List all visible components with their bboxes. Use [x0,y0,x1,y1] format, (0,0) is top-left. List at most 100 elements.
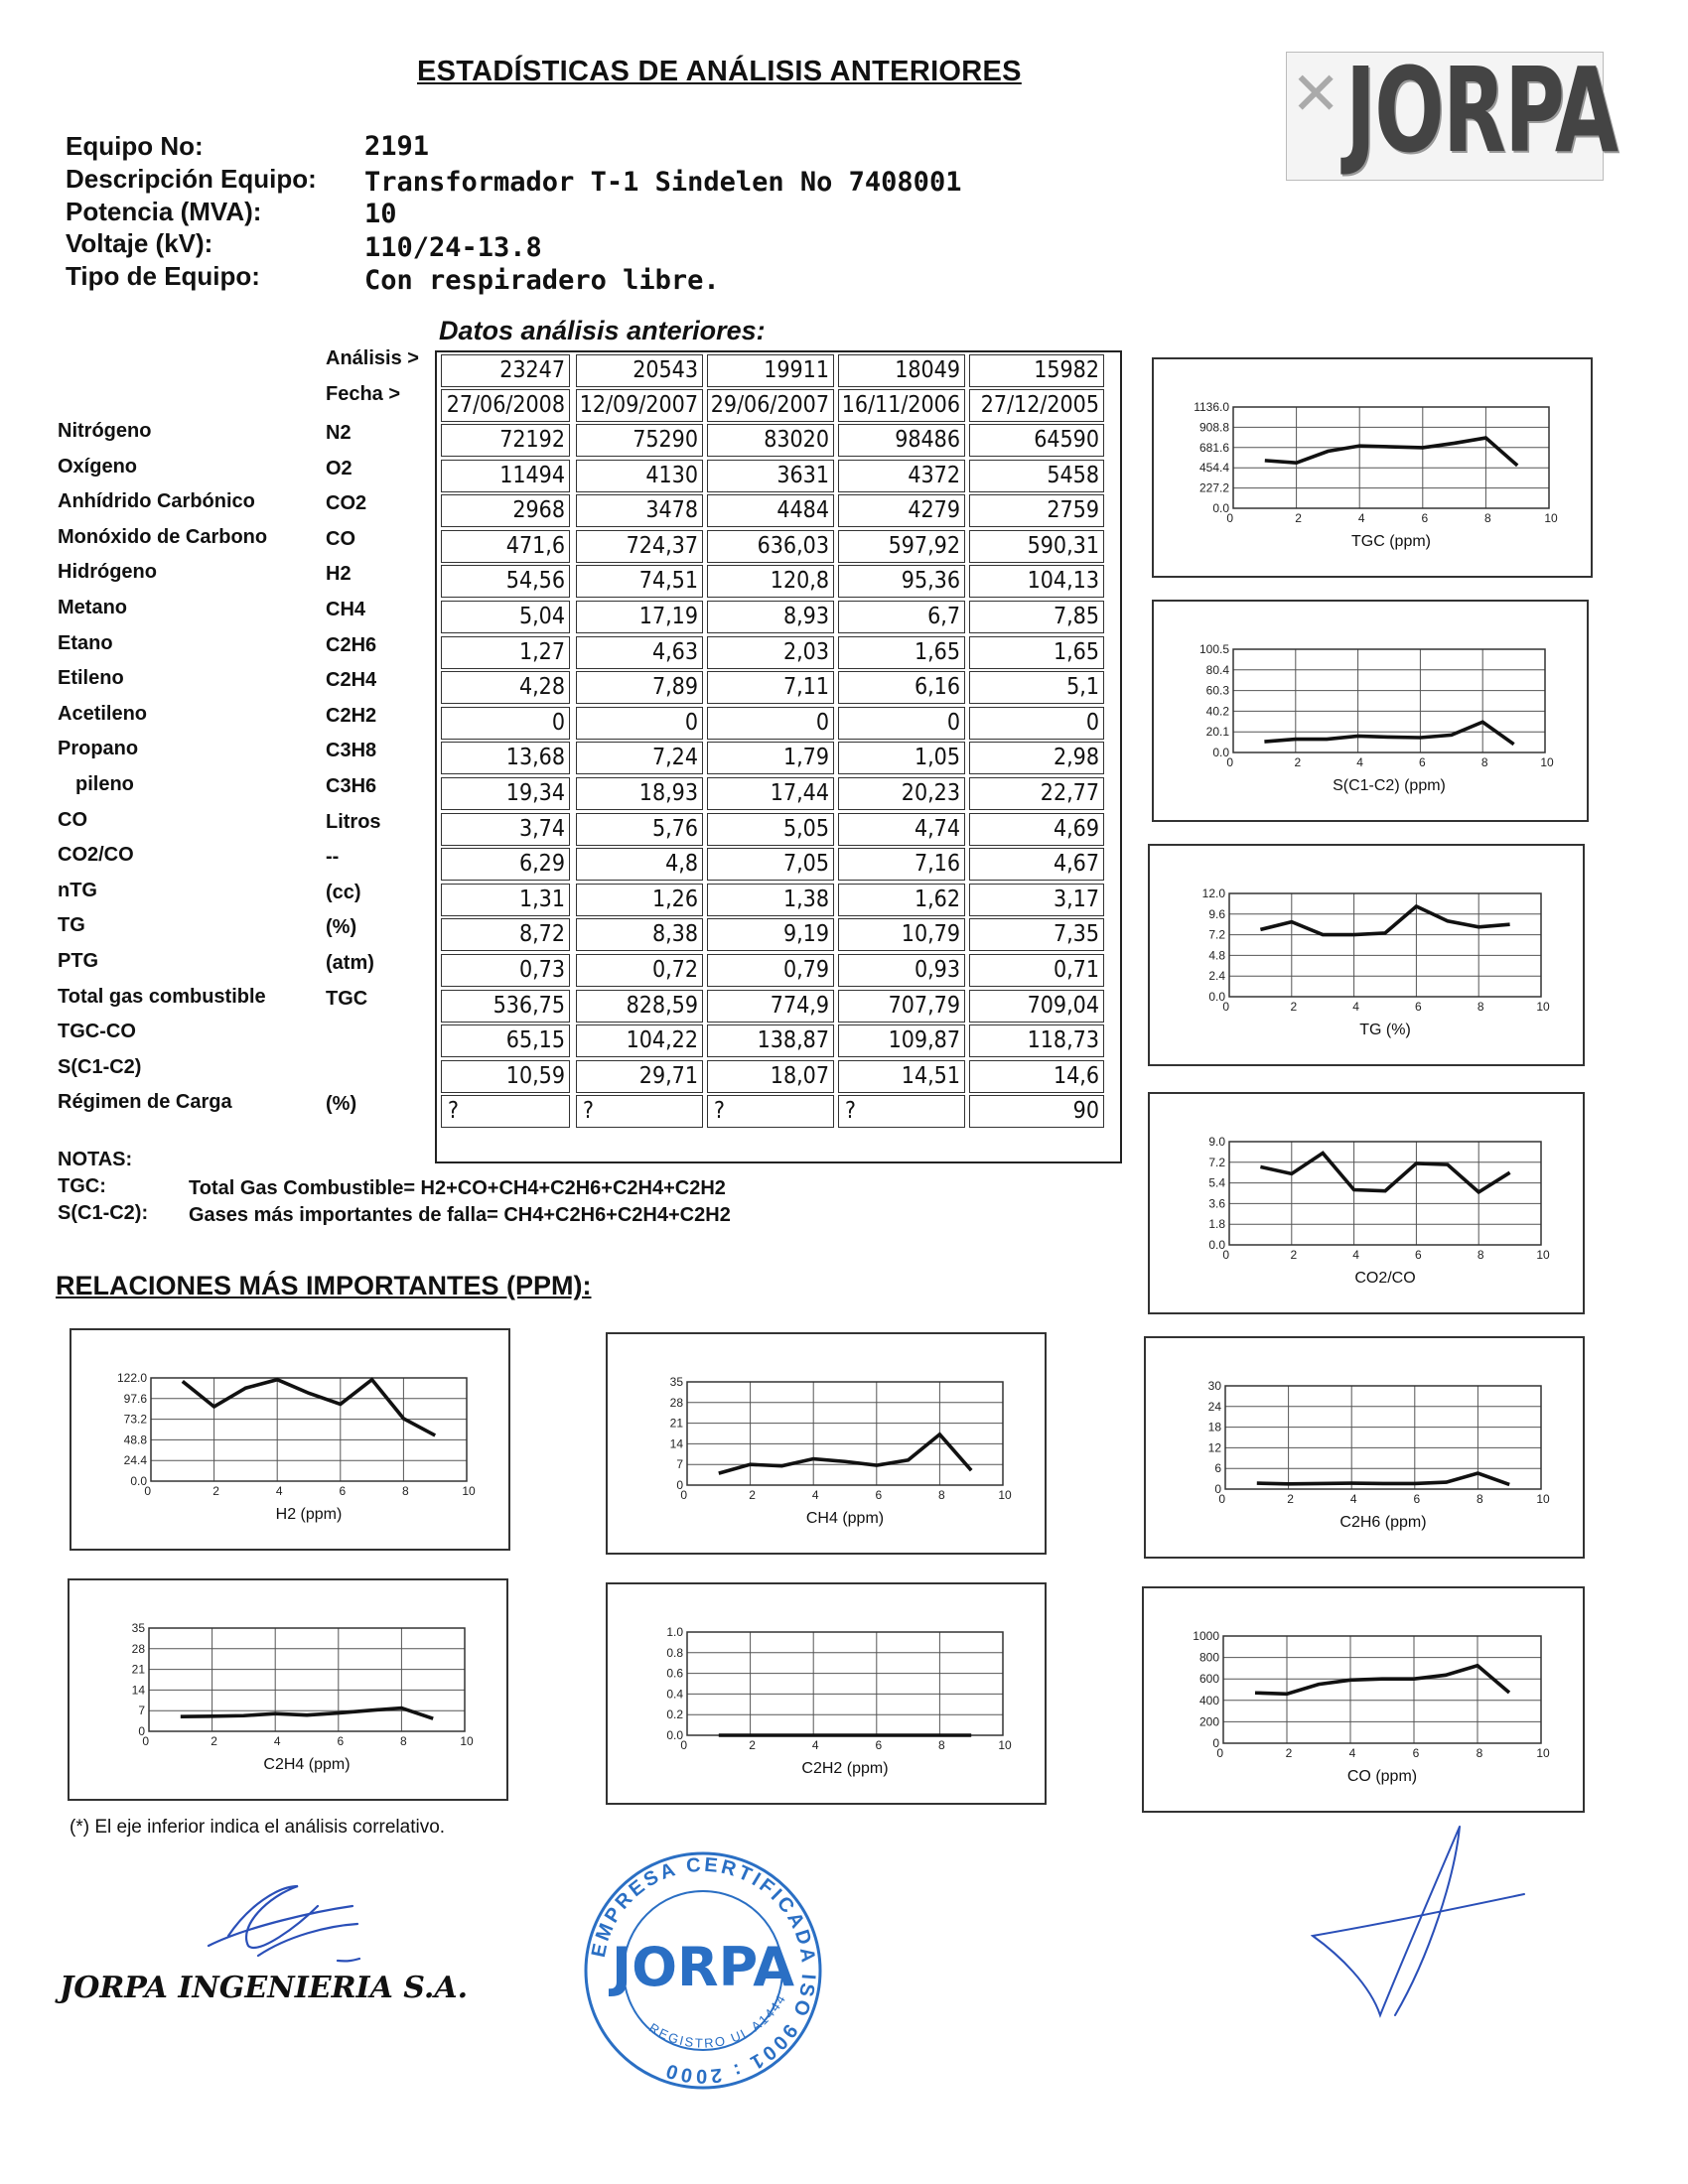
table-cell: 18,93 [576,777,703,810]
y-tick-label: 9.0 [1208,1135,1225,1149]
table-cell: 75290 [576,424,703,457]
x-axis-label: S(C1-C2) (ppm) [1333,777,1446,794]
table-cell: 1,62 [838,883,965,916]
table-cell: 95,36 [838,565,965,599]
row-label: S(C1-C2) [58,1055,142,1078]
x-axis-label: CO2/CO [1354,1270,1415,1287]
plot-area [150,1377,468,1482]
logo-text: JORPA [1345,42,1618,179]
row-unit: C3H8 [326,740,377,762]
y-tick-label: 0.0 [1212,746,1229,759]
series-line [180,1706,434,1720]
row-unit: C2H6 [326,633,377,656]
table-cell: 109,87 [838,1024,965,1058]
table-cell: 29,71 [576,1059,703,1093]
y-tick-label: 0 [676,1478,683,1492]
table-cell: 7,11 [707,671,834,705]
table-cell: 18,07 [707,1059,834,1093]
x-tick-label: 6 [1413,1492,1420,1506]
table-cell: 4484 [707,494,834,528]
table-cell: 1,26 [576,883,703,916]
row-unit: Litros [326,810,381,833]
chart-sc1c2: 0.0 20.1 40.2 60.3 80.4 100.5 0 2 4 6 8 10 S(C1-C2) … [1152,600,1589,822]
note-key-sc1c2: S(C1-C2): [58,1202,149,1224]
y-tick-label: 200 [1199,1714,1219,1728]
row-label: Etano [58,631,113,654]
table-cell: 27/06/2008 [441,389,570,422]
series-line [1254,1663,1511,1697]
x-tick-label: 8 [402,1484,409,1498]
x-axis-label: C2H2 (ppm) [801,1760,888,1777]
note-text-sc1c2: Gases más importantes de falla= CH4+C2H6… [189,1204,731,1226]
company-name: JORPA INGENIERIA S.A. [60,1971,469,2005]
series-line [1264,720,1515,747]
row-label: Acetileno [58,702,148,725]
table-cell: 29/06/2007 [707,389,834,422]
footnote: (*) El eje inferior indica el análisis c… [70,1817,446,1838]
chart-ch4: 0 7 14 21 28 35 0 2 4 6 8 10 CH4 (ppm) [606,1332,1047,1555]
row-unit: (atm) [326,952,374,974]
equipo-label: Equipo No: [66,131,204,161]
y-tick-label: 908.8 [1199,420,1229,434]
chart-svg-tg: 0.0 2.4 4.8 7.2 9.6 12.0 0 2 4 6 8 10 TG (%) [1202,887,1550,1038]
plot-area [1222,1635,1542,1744]
row-unit: CO [326,527,355,550]
chart-tgc: 0.0 227.2 454.4 681.6 908.8 1136.0 0 2 4 6 8 10 TGC … [1152,357,1593,578]
x-tick-label: 10 [462,1484,476,1498]
row-label: pileno [75,773,134,795]
y-tick-label: 12 [1208,1440,1222,1454]
row-label: PTG [58,950,99,972]
table-cell: 3478 [576,494,703,528]
table-cell: 13,68 [441,742,570,775]
y-tick-label: 9.6 [1208,907,1225,921]
x-tick-label: 8 [1481,755,1488,769]
x-tick-label: 10 [460,1734,474,1748]
row-unit: H2 [326,563,352,586]
table-cell: 64590 [969,424,1104,457]
x-tick-label: 6 [1415,1248,1422,1262]
table-cell: 0 [576,706,703,740]
table-cell: ? [707,1095,834,1129]
table-cell: 9,19 [707,918,834,952]
row-label: Metano [58,597,127,618]
x-tick-label: 4 [1350,1492,1357,1506]
row-unit: C3H6 [326,775,377,797]
row-label: TGC-CO [58,1021,136,1043]
table-cell: 17,44 [707,777,834,810]
notes-title: NOTAS: [58,1149,133,1170]
table-cell: 1,38 [707,883,834,916]
x-tick-label: 4 [1352,1248,1359,1262]
table-cell: 6,29 [441,848,570,882]
x-tick-label: 6 [1419,755,1426,769]
row-unit: O2 [326,457,352,479]
y-tick-label: 0.4 [666,1687,683,1701]
x-tick-label: 0 [1222,1248,1229,1262]
chart-svg-co2co: 0.0 1.8 3.6 5.4 7.2 9.0 0 2 4 6 8 10 CO2/CO [1208,1135,1550,1287]
y-tick-label: 48.8 [124,1433,148,1446]
x-tick-label: 4 [1356,755,1363,769]
chart-tg: 0.0 2.4 4.8 7.2 9.6 12.0 0 2 4 6 8 10 TG (%) [1148,844,1585,1066]
table-cell: 14,6 [969,1059,1104,1093]
table-cell: 5,04 [441,601,570,633]
table-cell: 1,65 [838,635,965,669]
row-label: CO [58,808,87,831]
x-tick-label: 10 [1536,1000,1550,1014]
table-cell: 709,04 [969,989,1104,1023]
row-unit: (cc) [326,881,361,903]
y-tick-label: 7.2 [1208,928,1225,942]
plot-area [686,1631,1004,1736]
equipo-value: 2191 [364,131,430,162]
y-tick-label: 1000 [1193,1629,1219,1643]
x-tick-label: 8 [1477,1492,1483,1506]
logo [1286,52,1604,181]
table-cell: 0,93 [838,954,965,987]
table-cell: 4,74 [838,812,965,846]
table-cell: 4,8 [576,848,703,882]
chart-svg-sc1c2: 0.0 20.1 40.2 60.3 80.4 100.5 0 2 4 6 8 10 S(C1-C2) … [1199,642,1554,794]
x-tick-label: 0 [1218,1492,1225,1506]
tipo-label: Tipo de Equipo: [66,261,260,291]
datos-title: Datos análisis anteriores: [439,316,766,345]
x-tick-label: 0 [1216,1746,1223,1760]
table-cell: 1,31 [441,883,570,916]
row-unit: C2H4 [326,669,377,692]
